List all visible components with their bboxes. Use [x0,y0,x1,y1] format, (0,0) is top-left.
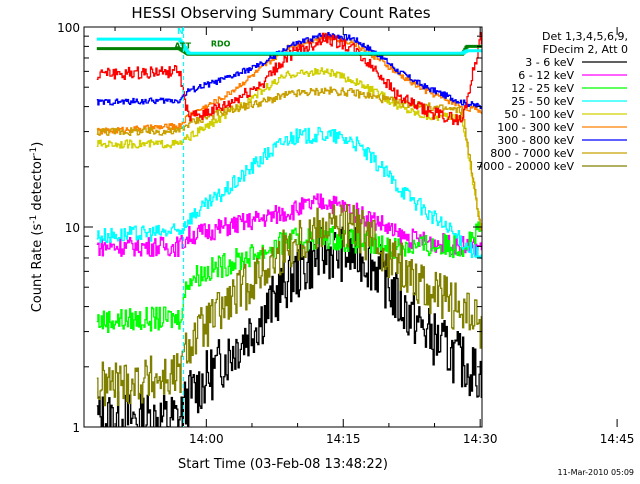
line-red [96,31,482,126]
legend-label: 7000 - 20000 keV [476,160,574,173]
annotation-att: ATT [174,42,191,51]
footer-timestamp: 11-Mar-2010 05:09 [558,468,635,477]
series-6-12-kev [96,193,482,258]
chart-title: HESSI Observing Summary Count Rates [131,4,430,22]
y-axis-label-mid: detector [30,155,45,215]
annotation-rdo: RDO [211,39,231,48]
y-axis-label-start: Count Rate (s [30,224,45,313]
series-25-50-kev [96,126,482,259]
series-300-800-kev [96,32,482,110]
legend-label: 12 - 25 keV [511,82,574,95]
legend-label: 100 - 300 keV [497,121,574,134]
legend-label: 3 - 6 keV [525,56,574,69]
x-tick-label: 14:15 [326,432,361,446]
line-cyan-band [96,37,482,55]
x-tick-label: 14:00 [189,432,224,446]
y-tick-label: 1 [72,421,80,435]
legend: Det 1,3,4,5,6,9, FDecim 2, Att 0 3 - 6 k… [476,30,628,173]
annotation-n: N [177,27,184,36]
x-tick-label: 14:45 [600,432,635,446]
series-7000-20000-kev [96,203,482,407]
series-layer [96,31,482,427]
series-800-7000-kev [96,86,482,231]
y-tick-label: 100 [57,21,80,35]
y-axis-label-end: ) [30,142,45,147]
x-tick-label: 14:30 [463,432,498,446]
legend-label: 25 - 50 keV [511,95,574,108]
legend-label: 6 - 12 keV [518,69,574,82]
y-axis-label: Count Rate (s-1 detector-1) [29,142,45,313]
y-axis-label-super-2: -1 [29,147,39,156]
series-50-100-kev [96,67,482,229]
series-3-6-kev [96,226,482,427]
legend-label: 50 - 100 keV [504,108,574,121]
y-axis-label-super: -1 [29,215,39,224]
legend-label: 800 - 7000 keV [490,147,574,160]
annotation-layer: N RDO ATT [174,27,231,427]
legend-label: 300 - 800 keV [497,134,574,147]
y-tick-label: 10 [65,221,80,235]
x-axis-label: Start Time (03-Feb-08 13:48:22) [178,457,388,472]
series-100-300-kev [96,32,482,135]
series-12-25-kev [96,221,482,333]
legend-header-line-1: Det 1,3,4,5,6,9, [542,30,628,43]
legend-header-line-2: FDecim 2, Att 0 [543,43,628,56]
